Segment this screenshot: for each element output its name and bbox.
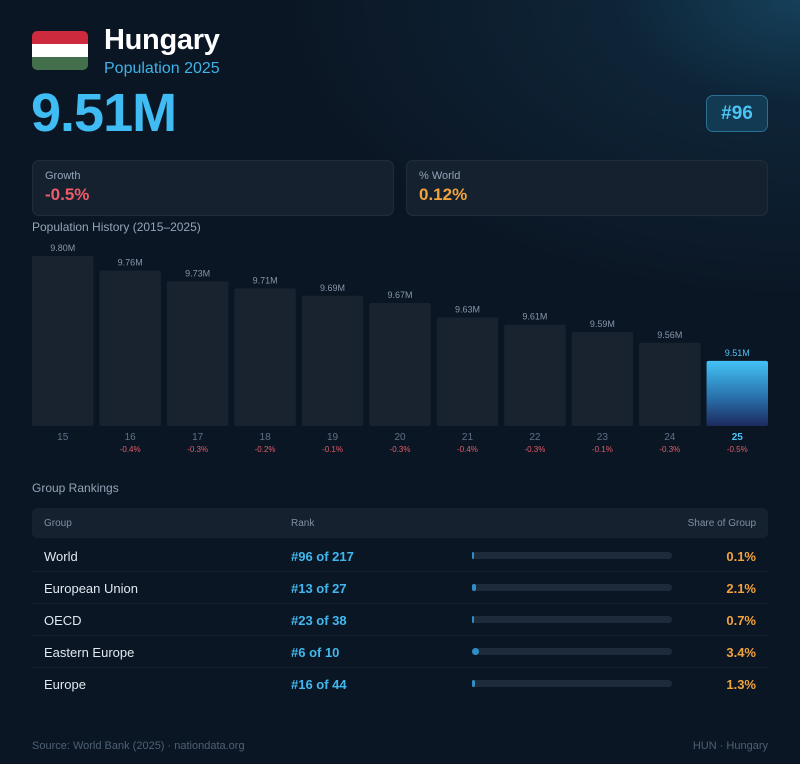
row-rank: #13 of 27 — [291, 581, 347, 596]
flag-stripe-white — [32, 44, 88, 57]
table-row: OECD #23 of 38 0.7% — [32, 604, 768, 636]
share-bar-fill — [472, 552, 474, 559]
bar-value-label: 9.71M — [253, 276, 278, 286]
share-bar-track — [472, 648, 672, 655]
change-label: -0.3% — [390, 445, 411, 454]
x-tick-label: 19 — [327, 432, 339, 443]
bar-23 — [571, 331, 634, 426]
world-share-label: % World — [419, 170, 461, 182]
x-tick-label: 18 — [260, 432, 272, 443]
world-rank-badge: #96 — [706, 95, 768, 132]
flag-stripe-green — [32, 57, 88, 70]
x-tick-label: 20 — [394, 432, 406, 443]
row-rank: #23 of 38 — [291, 613, 347, 628]
chart-title: Population History (2015–2025) — [32, 220, 201, 234]
bar-18 — [234, 288, 296, 426]
table-row: European Union #13 of 27 2.1% — [32, 572, 768, 604]
flag-stripe-red — [32, 31, 88, 44]
bar-value-label: 9.73M — [185, 268, 210, 278]
share-bar-fill — [472, 616, 474, 623]
table-row: Europe #16 of 44 1.3% — [32, 668, 768, 700]
rankings-title: Group Rankings — [32, 481, 119, 495]
table-row: World #96 of 217 0.1% — [32, 540, 768, 572]
world-share-value: 0.12% — [419, 185, 468, 204]
growth-card: Growth -0.5% — [32, 160, 394, 216]
row-group: World — [44, 549, 78, 564]
x-tick-label: 25 — [732, 432, 744, 443]
change-label: -0.5% — [727, 445, 748, 454]
row-share: 0.7% — [726, 613, 756, 628]
row-group: OECD — [44, 613, 82, 628]
bar-value-label: 9.67M — [387, 290, 412, 300]
bar-19 — [301, 295, 364, 426]
x-tick-label: 23 — [597, 432, 609, 443]
rankings-table-header: Group Rank Share of Group — [32, 508, 768, 538]
x-tick-label: 17 — [192, 432, 204, 443]
bar-value-label: 9.61M — [522, 312, 547, 322]
bar-value-label: 9.69M — [320, 283, 345, 293]
share-bar-fill — [472, 584, 477, 591]
row-group: European Union — [44, 581, 138, 596]
row-share: 1.3% — [726, 677, 756, 692]
row-share: 3.4% — [726, 645, 756, 660]
row-rank: #16 of 44 — [291, 677, 347, 692]
bar-value-label: 9.63M — [455, 304, 480, 314]
change-label: -0.2% — [255, 445, 276, 454]
x-tick-label: 16 — [125, 432, 137, 443]
growth-label: Growth — [45, 170, 81, 182]
bar-25 — [706, 360, 768, 426]
country-code-footer: HUN · Hungary — [692, 740, 768, 752]
bar-value-label: 9.76M — [118, 257, 143, 267]
x-tick-label: 21 — [462, 432, 474, 443]
population-value: 9.51M — [31, 83, 177, 143]
share-bar-track — [472, 552, 672, 559]
table-row: Eastern Europe #6 of 10 3.4% — [32, 636, 768, 668]
share-bar-fill — [472, 680, 475, 687]
bar-24 — [639, 342, 701, 426]
source-footer: Source: World Bank (2025) · nationdata.o… — [32, 740, 245, 752]
bar-20 — [369, 303, 431, 426]
share-bar-fill — [472, 648, 479, 655]
change-label: -0.1% — [322, 445, 343, 454]
hungary-flag-icon — [32, 31, 88, 70]
world-share-card: % World 0.12% — [406, 160, 768, 216]
change-label: -0.3% — [524, 445, 545, 454]
bar-17 — [166, 281, 229, 426]
row-share: 0.1% — [726, 549, 756, 564]
row-group: Europe — [44, 677, 86, 692]
growth-value: -0.5% — [45, 185, 90, 204]
bar-16 — [99, 270, 161, 426]
bar-value-label: 9.51M — [725, 348, 750, 358]
row-group: Eastern Europe — [44, 645, 135, 660]
col-group-header: Group — [44, 518, 72, 529]
row-rank: #96 of 217 — [291, 549, 354, 564]
bar-15 — [32, 256, 94, 426]
bar-21 — [436, 317, 499, 426]
share-bar-track — [472, 680, 672, 687]
share-bar-track — [472, 584, 672, 591]
col-rank-header: Rank — [291, 518, 315, 529]
change-label: -0.1% — [592, 445, 613, 454]
x-tick-label: 22 — [529, 432, 541, 443]
change-label: -0.4% — [120, 445, 141, 454]
change-label: -0.4% — [457, 445, 478, 454]
country-name: Hungary — [104, 24, 220, 56]
bar-22 — [504, 324, 566, 426]
x-tick-label: 24 — [664, 432, 676, 443]
row-share: 2.1% — [726, 581, 756, 596]
change-label: -0.3% — [187, 445, 208, 454]
bar-value-label: 9.56M — [657, 330, 682, 340]
col-share-header: Share of Group — [687, 518, 756, 529]
bar-value-label: 9.80M — [50, 243, 75, 253]
change-label: -0.3% — [659, 445, 680, 454]
x-tick-label: 15 — [57, 432, 69, 443]
share-bar-track — [472, 616, 672, 623]
page-subtitle: Population 2025 — [104, 60, 220, 77]
bar-value-label: 9.59M — [590, 319, 615, 329]
row-rank: #6 of 10 — [291, 645, 340, 660]
